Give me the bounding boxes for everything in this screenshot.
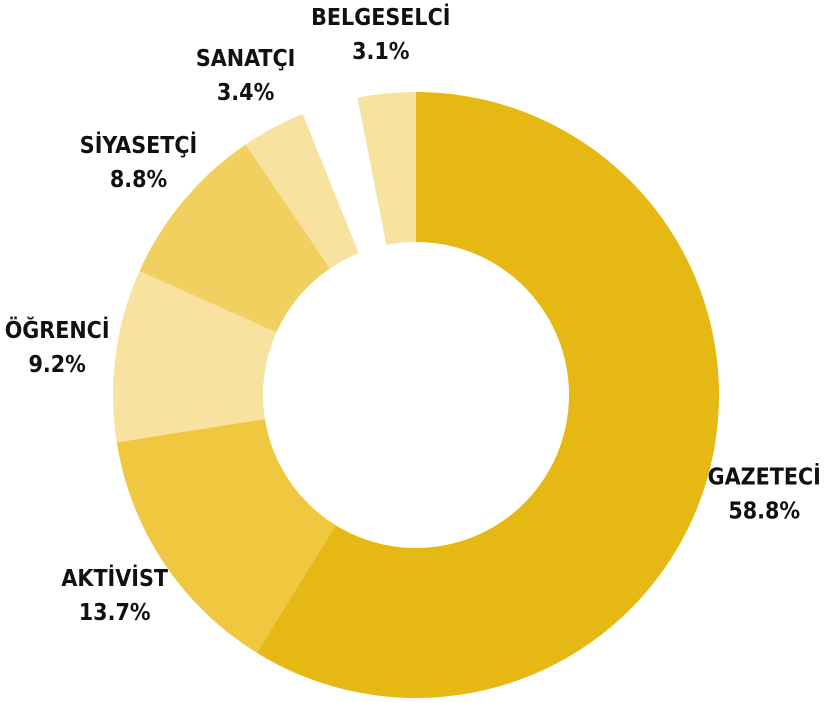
donut-segment — [139, 144, 331, 333]
value-label: 3.1% — [352, 39, 410, 65]
donut-segment — [302, 97, 387, 254]
value-label: 9.2% — [28, 352, 86, 378]
donut-segment — [245, 113, 359, 269]
donut-segment — [113, 271, 277, 443]
donut-segment — [256, 92, 719, 698]
value-label: 58.8% — [728, 498, 800, 524]
donut-segment — [116, 418, 336, 653]
segment-label: AKTİVİST — [61, 564, 168, 592]
segment-label: BELGESELCİ — [311, 3, 450, 31]
segment-label: GAZETECİ — [708, 462, 821, 490]
value-label: 3.4% — [217, 80, 275, 106]
donut-segment — [357, 92, 416, 245]
value-label: 13.7% — [79, 600, 151, 626]
segment-label: SANATÇI — [196, 46, 295, 72]
segment-label: ÖĞRENCİ — [5, 316, 110, 344]
value-label: 8.8% — [110, 167, 168, 193]
segment-label: SİYASETÇİ — [80, 131, 197, 159]
